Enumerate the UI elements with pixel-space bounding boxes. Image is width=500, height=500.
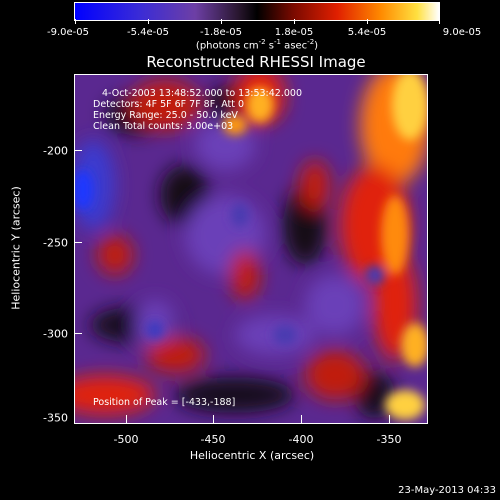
time-range-annotation: 4-Oct-2003 13:48:52.000 to 13:53:42.000	[102, 88, 303, 99]
units-sup: -2	[307, 38, 315, 46]
colorbar-tick-label: 5.4e-05	[347, 27, 387, 38]
colorbar-tick	[439, 19, 440, 24]
y-tick-mark	[74, 150, 82, 151]
peak-annotation: Position of Peak = [-433,-188]	[93, 397, 236, 408]
x-tick-label: -500	[113, 433, 139, 446]
footer-timestamp: 23-May-2013 04:33	[398, 485, 496, 496]
detectors-annotation: Detectors: 4F 5F 6F 7F 8F, Att 0	[93, 99, 245, 110]
y-tick-mark	[74, 242, 82, 243]
x-tick-mark	[389, 415, 390, 423]
colorbar	[74, 2, 440, 21]
colorbar-tick	[367, 19, 368, 24]
x-tick-mark	[126, 415, 127, 423]
image-canvas	[75, 75, 427, 423]
colorbar-tick-label: -9.0e-05	[47, 27, 89, 38]
colorbar-units: (photons cm-2 s-1 asec-2)	[196, 38, 318, 51]
colorbar-tick-label: 1.8e-05	[274, 27, 314, 38]
x-tick-label: -400	[288, 433, 314, 446]
x-axis-label: Heliocentric X (arcsec)	[189, 449, 315, 462]
colorbar-tick	[294, 19, 295, 24]
colorbar-tick-label: -1.8e-05	[200, 27, 242, 38]
y-tick-label: -350	[43, 411, 68, 425]
y-tick-label: -200	[43, 144, 68, 158]
plot-title: Reconstructed RHESSI Image	[146, 53, 366, 71]
rhessi-image	[74, 74, 428, 424]
y-tick-mark	[74, 333, 82, 334]
units-mid: s	[265, 40, 275, 52]
colorbar-tick	[75, 19, 76, 24]
colorbar-tick	[221, 19, 222, 24]
y-tick-label: -250	[43, 236, 68, 250]
colorbar-tick-label: -5.4e-05	[127, 27, 169, 38]
units-sup: -2	[258, 38, 266, 46]
units-suffix: )	[314, 40, 319, 52]
clean-annotation: Clean Total counts: 3.00e+03	[93, 121, 234, 132]
y-tick-label: -300	[43, 327, 68, 341]
units-sup: -1	[274, 38, 282, 46]
units-mid: asec	[281, 40, 308, 52]
x-tick-mark	[213, 415, 214, 423]
x-tick-label: -350	[376, 433, 402, 446]
y-axis-label: Heliocentric Y (arcsec)	[9, 186, 23, 310]
units-prefix: (photons cm	[195, 40, 259, 52]
x-tick-label: -450	[200, 433, 226, 446]
colorbar-tick-label: 9.0e-05	[442, 27, 482, 38]
colorbar-tick	[148, 19, 149, 24]
x-tick-mark	[301, 415, 302, 423]
energy-range-annotation: Energy Range: 25.0 - 50.0 keV	[93, 110, 238, 121]
